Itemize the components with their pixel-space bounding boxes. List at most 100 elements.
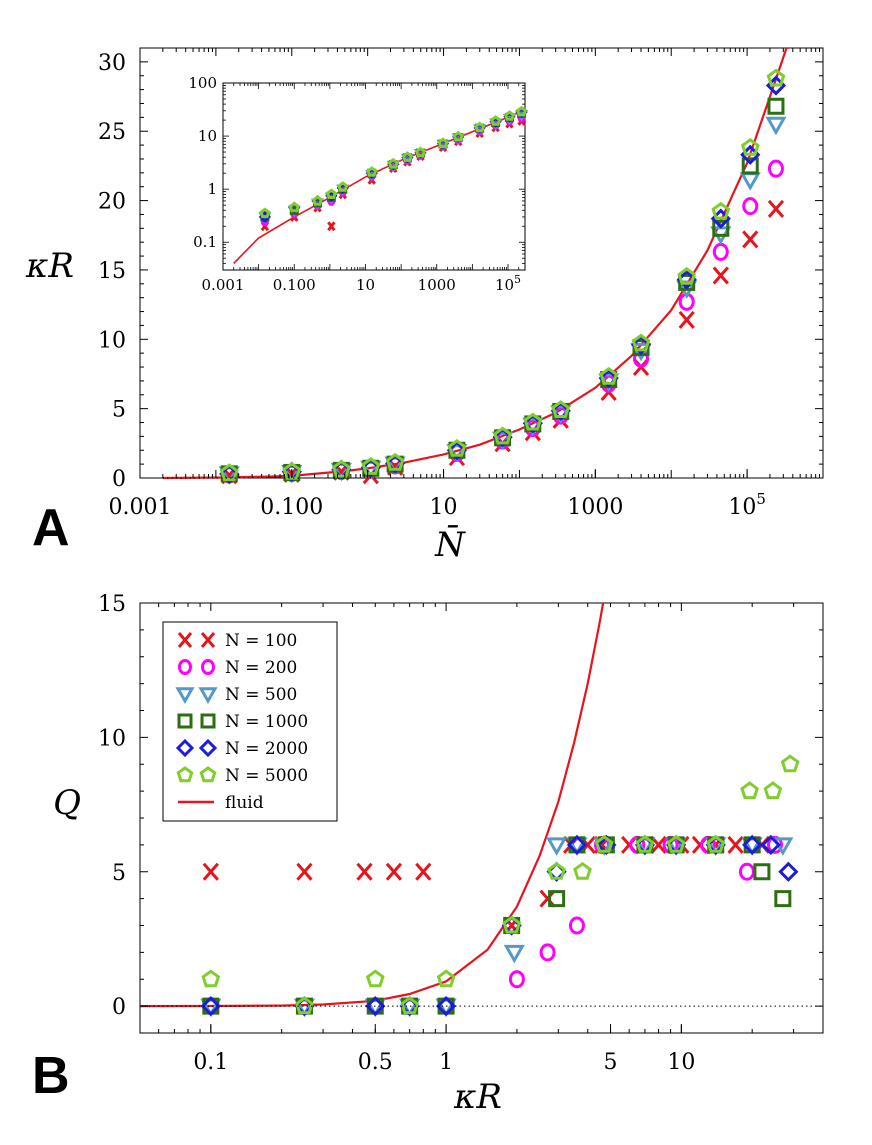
series-N5000	[219, 68, 786, 482]
data-point-N100-x-stroke-2	[415, 862, 432, 881]
data-point-N100-x-stroke-2	[712, 266, 729, 285]
x-tick-label: 0.1	[193, 1050, 228, 1075]
data-point-N5000-pentagon	[219, 463, 239, 482]
data-point-N100-x-stroke-2	[650, 835, 667, 854]
data-point-N200-circle	[742, 197, 759, 216]
data-point-N1000-square	[774, 890, 792, 908]
data-point-N2000-diamond	[566, 834, 588, 855]
data-point-N5000-pentagon	[295, 996, 314, 1015]
data-point-N100-x	[539, 889, 556, 908]
panel-b-legend: N = 100 N = 200 N = 500 N = 1000 N = 2000 N =…	[162, 621, 338, 822]
inset-y-tick-label: 100	[188, 74, 217, 92]
data-point-N100-x	[415, 862, 432, 881]
data-point-N5000-pentagon	[201, 969, 221, 988]
panel-b-letter: B	[32, 1047, 70, 1105]
legend-swatch-diamond	[175, 738, 195, 758]
x-tick-label: 0.001	[109, 495, 172, 520]
inset-data-point-N5000	[503, 110, 516, 121]
data-point-N5000-pentagon	[331, 459, 351, 478]
y-tick-label: 0	[112, 467, 126, 492]
inset-data-point-N5000	[366, 166, 378, 177]
data-point-N2000-diamond	[630, 334, 652, 355]
panel-a-frame	[139, 47, 824, 479]
legend-label: N = 500	[225, 685, 297, 705]
data-point-N5000-pentagon	[763, 781, 783, 800]
data-point-N500-triangle	[503, 944, 525, 964]
data-point-N2000-diamond	[446, 440, 468, 461]
x-tick-label: 105	[728, 490, 766, 520]
data-point-N5000-pentagon	[780, 754, 800, 773]
data-point-N5000-pentagon	[493, 426, 512, 445]
legend-swatch-square	[200, 713, 216, 729]
data-point-N5000-pentagon	[365, 969, 385, 988]
panel-a-inset: 0.1 1 10 100 0.001 0.100 10 1000 105	[188, 74, 529, 294]
data-point-N1000-square	[712, 219, 730, 237]
data-point-N100-x	[742, 230, 759, 249]
data-point-N5000-pentagon	[766, 68, 786, 87]
x-tick-label: 1	[439, 1050, 453, 1075]
inset-data-point-N5000	[437, 137, 449, 149]
data-point-N100-x	[678, 310, 695, 329]
inset-x-tick-label: 0.001	[202, 276, 245, 294]
data-point-N5000-pentagon	[502, 915, 522, 934]
inset-data-point-N5000	[474, 121, 486, 133]
data-point-N5000-pentagon	[706, 835, 726, 853]
series-N5000	[201, 754, 800, 1015]
inset-data-point-N5000	[311, 195, 324, 206]
series-N2000	[200, 834, 799, 1017]
data-point-N100-x	[385, 862, 403, 881]
data-point-N1000-square	[741, 157, 759, 175]
data-point-N5000-pentagon	[599, 366, 619, 385]
data-point-N5000-pentagon	[711, 201, 731, 220]
data-point-N2000-diamond	[760, 834, 781, 855]
y-tick-label: 15	[98, 259, 126, 284]
legend-label: N = 100	[225, 631, 297, 651]
data-point-N2000-diamond	[435, 996, 457, 1017]
panel-a-letter: A	[32, 499, 70, 557]
data-point-N5000-pentagon	[361, 457, 381, 475]
legend-swatch-triangle	[198, 687, 218, 705]
data-point-N5000-pentagon	[282, 461, 302, 480]
data-point-N100-x-stroke-2	[296, 862, 313, 881]
x-tick-label: 0.5	[358, 1050, 393, 1075]
data-point-N5000-pentagon	[400, 996, 420, 1015]
legend-label: fluid	[225, 793, 264, 813]
data-point-N2000-diamond	[742, 834, 763, 855]
legend-label: N = 1000	[225, 712, 308, 732]
legend-swatch-square	[177, 713, 193, 729]
data-point-N200-circle	[508, 970, 525, 989]
data-point-N500-triangle	[739, 172, 761, 191]
data-point-N5000-pentagon	[740, 781, 759, 800]
data-point-N2000-diamond	[360, 457, 381, 478]
inset-x-tick-superscript: 5	[514, 273, 521, 286]
panel-b-y-axis-label: Q	[53, 783, 81, 823]
data-point-N5000-pentagon	[447, 439, 467, 457]
inset-data-point-N100	[327, 221, 336, 232]
data-point-N2000-diamond	[384, 453, 406, 474]
data-point-N5000-pentagon	[385, 452, 405, 471]
data-point-N100-x	[296, 862, 313, 881]
inset-data-point-N5000	[490, 115, 502, 126]
inset-x-tick-label: 105	[495, 273, 521, 294]
y-tick-label: 10	[98, 726, 126, 751]
data-point-N5000-pentagon	[677, 267, 697, 285]
legend-swatch-circle	[178, 659, 192, 675]
data-point-N2000-diamond	[598, 368, 619, 389]
data-point-N200-circle	[767, 159, 784, 178]
inset-data-point-N5000	[414, 146, 427, 158]
y-tick-label: 15	[98, 592, 126, 617]
panel-a-x-axis-label: N̄	[434, 524, 466, 565]
data-point-N5000-pentagon	[547, 861, 566, 880]
data-point-N100-x-stroke-2	[767, 199, 785, 218]
inset-x-tick-label: 0.100	[273, 276, 316, 294]
legend-swatch-x	[177, 632, 193, 648]
inset-y-tick-label: 1	[207, 180, 217, 198]
y-tick-label: 20	[98, 190, 126, 215]
data-point-N200-circle	[568, 916, 585, 935]
data-point-N5000-pentagon	[635, 835, 655, 853]
data-point-N1000-square	[548, 890, 566, 908]
